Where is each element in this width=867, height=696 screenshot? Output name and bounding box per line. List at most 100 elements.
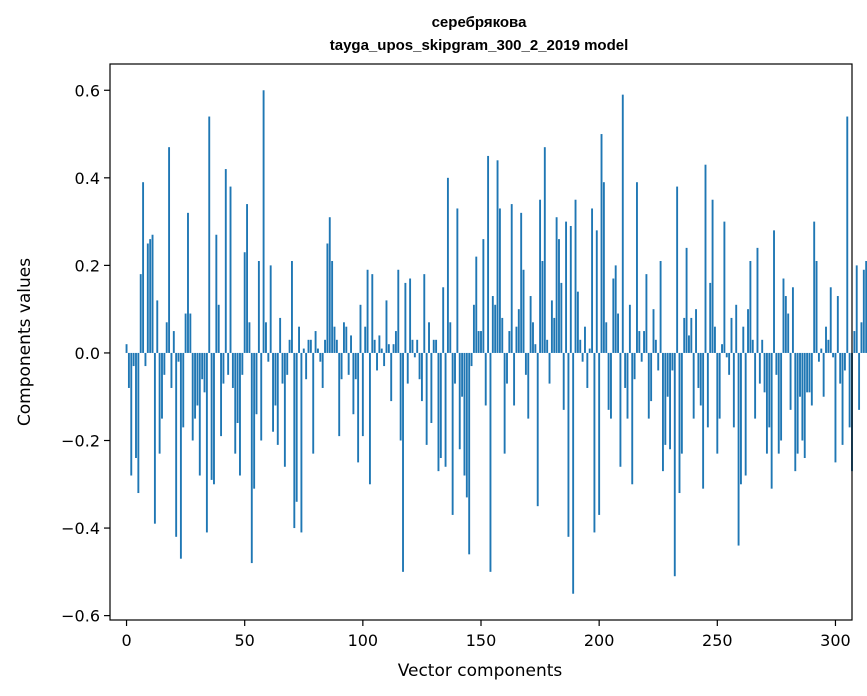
bar-243: [699, 352, 702, 406]
bar-134: [442, 287, 445, 353]
bar-291: [813, 221, 816, 353]
bar-64: [276, 352, 279, 445]
bar-66: [281, 352, 284, 384]
bar-50: [243, 252, 246, 353]
x-tick-label-5: 250: [702, 631, 733, 650]
bar-195: [586, 352, 589, 388]
bar-87: [331, 261, 334, 353]
bar-132: [437, 352, 440, 472]
bar-145: [468, 352, 471, 555]
bar-249: [714, 326, 716, 353]
bar-100: [361, 352, 364, 437]
bar-72: [295, 352, 298, 502]
bar-54: [253, 352, 256, 489]
bar-285: [799, 352, 801, 397]
bar-82: [319, 352, 322, 362]
bar-231: [671, 352, 674, 371]
bar-125: [420, 352, 423, 402]
bar-160: [503, 352, 506, 454]
bar-38: [215, 234, 218, 353]
bar-101: [364, 326, 367, 353]
bar-194: [584, 326, 586, 353]
bar-236: [683, 317, 686, 353]
bar-4: [135, 352, 137, 459]
bar-270: [763, 352, 766, 393]
bar-209: [619, 352, 622, 467]
bar-120: [409, 278, 412, 353]
bar-310: [858, 352, 861, 410]
bar-269: [761, 339, 764, 353]
bar-60: [267, 352, 270, 362]
bar-44: [229, 186, 232, 353]
bar-67: [283, 352, 286, 467]
bar-230: [669, 352, 671, 450]
bar-224: [654, 339, 657, 353]
bar-242: [697, 352, 700, 388]
bar-193: [581, 352, 584, 362]
bar-159: [501, 317, 504, 353]
bar-255: [728, 352, 731, 375]
bar-156: [494, 304, 497, 353]
bar-111: [387, 344, 390, 353]
bar-80: [314, 331, 317, 353]
y-tick-label-6: 0.6: [75, 81, 100, 100]
bar-264: [749, 261, 752, 353]
bar-290: [810, 352, 813, 406]
bar-107: [378, 335, 381, 353]
bar-52: [248, 322, 251, 353]
bar-204: [607, 352, 610, 410]
bar-138: [451, 352, 454, 515]
bar-10: [149, 239, 152, 353]
bar-99: [359, 304, 362, 353]
bar-223: [652, 309, 655, 353]
bar-311: [860, 322, 863, 353]
bar-153: [487, 155, 490, 353]
bar-14: [158, 352, 161, 454]
bar-250: [716, 352, 719, 454]
bar-63: [274, 352, 277, 406]
bar-41: [222, 352, 225, 384]
bar-276: [777, 352, 780, 454]
bar-46: [234, 352, 237, 454]
bar-154: [489, 352, 492, 572]
bar-140: [456, 208, 459, 353]
bar-21: [175, 352, 178, 537]
bar-128: [428, 322, 430, 353]
bar-296: [825, 326, 827, 353]
bar-164: [513, 352, 516, 406]
bar-240: [692, 352, 695, 419]
bar-124: [418, 352, 421, 380]
bar-73: [298, 326, 300, 353]
bar-284: [796, 352, 799, 454]
bar-300: [834, 352, 837, 463]
bar-233: [676, 186, 679, 353]
bar-214: [631, 352, 634, 485]
bar-188: [569, 225, 572, 353]
bar-274: [773, 230, 775, 353]
bar-95: [350, 335, 352, 353]
bar-263: [747, 309, 749, 353]
bar-37: [213, 352, 215, 485]
bar-232: [673, 352, 676, 577]
bar-165: [515, 326, 518, 353]
x-tick-label-1: 50: [235, 631, 255, 650]
bar-312: [862, 269, 865, 353]
bar-27: [189, 313, 192, 353]
bar-220: [645, 274, 648, 353]
bar-175: [539, 199, 542, 353]
x-axis-ticks: 0 50 100 150 200 250 300: [121, 620, 851, 650]
bar-114: [394, 331, 397, 353]
bar-113: [392, 344, 395, 353]
bar-181: [553, 317, 556, 353]
bar-96: [352, 352, 355, 415]
bar-70: [291, 261, 293, 353]
bar-215: [633, 352, 636, 380]
bar-118: [404, 282, 407, 353]
x-tick-label-6: 300: [820, 631, 851, 650]
bar-130: [432, 339, 435, 353]
bar-36: [210, 352, 213, 480]
bar-216: [636, 182, 638, 353]
bar-133: [439, 352, 442, 459]
bar-283: [794, 352, 797, 472]
bar-180: [550, 300, 553, 353]
